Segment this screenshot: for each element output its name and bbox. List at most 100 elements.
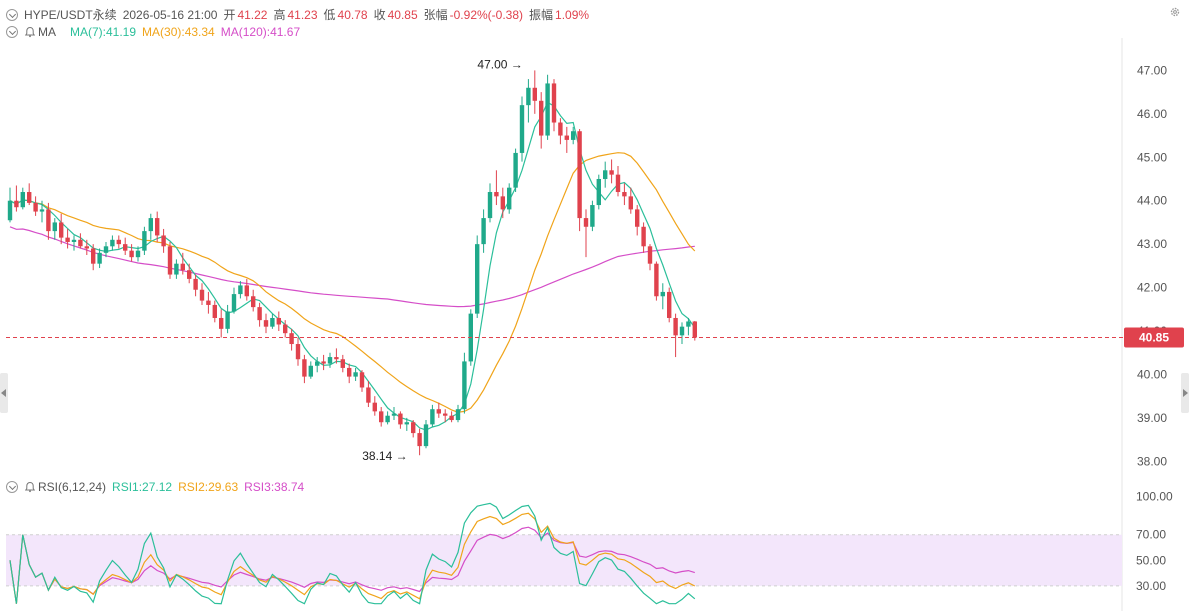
candle-body [334,357,339,360]
candle-body [654,263,659,297]
candle-body [20,192,25,208]
rsi3-line [9,526,695,604]
candle-body [187,270,192,279]
open-label: 开 [223,8,236,22]
price-tick-label: 44.00 [1137,194,1167,208]
candle-body [673,317,678,336]
price-tick-label: 39.00 [1137,411,1167,425]
ma120-label: MA(120):41.67 [220,25,301,39]
candle-body [622,192,627,197]
candle-body [462,361,467,410]
candle-body [103,246,109,253]
candle-body [225,311,230,329]
candle-body [199,289,205,301]
candle-body [596,178,601,206]
settings-gear-icon[interactable] [1169,6,1181,18]
candle-body [641,226,646,247]
candle-body [257,307,262,321]
candle-body [340,359,345,368]
candle-body [116,239,121,245]
candle-body [78,239,83,247]
candle-body [372,402,377,412]
candle-body [27,192,32,203]
low-price-annotation: 38.14 → [362,449,407,463]
candle-body [135,250,141,258]
candle-body [647,246,653,264]
candle-body [660,291,665,297]
symbol-label: HYPE/USDT永续 [24,8,117,22]
candle-body [430,409,435,425]
candle-body [52,222,57,232]
ma30-label: MA(30):43.34 [142,25,215,39]
candle-body [411,422,416,434]
amplitude-label: 振幅 [529,8,554,22]
candle-body [686,321,691,327]
rsi1-line [9,502,696,605]
price-tick-label: 40.00 [1137,367,1167,381]
candle-body [475,244,480,314]
candle-body [423,424,429,447]
high-value: 41.23 [287,7,318,22]
low-label: 低 [323,8,336,22]
candle-body [244,285,249,297]
candle-body [206,300,211,305]
candle-body [500,196,505,210]
candle-body [295,344,301,360]
right-collapse-handle[interactable] [1181,373,1189,413]
candle-body [321,361,326,364]
rsi-tick-label: 30.00 [1136,579,1166,593]
candle-body [91,248,96,264]
candle-body [385,415,390,423]
candle-body [539,100,544,136]
candle-body [353,372,358,377]
candle-body [33,202,38,212]
rsi-tick-label: 100.00 [1136,489,1173,503]
amplitude-value: 1.09% [555,7,590,22]
candle-body [590,205,595,227]
rsi3-label: RSI3:38.74 [244,480,305,494]
candle-body [142,231,147,251]
rsi-legend: RSI(6,12,24) RSI1:27.12 RSI2:29.63 RSI3:… [6,480,304,494]
open-value: 41.22 [237,7,268,22]
high-price-annotation: 47.00 → [477,57,522,71]
bell-icon[interactable] [24,26,36,38]
candle-body [558,122,563,136]
candle-body [417,433,422,447]
candle-body [519,105,525,153]
candle-body [65,237,70,242]
rsi-bell-icon[interactable] [24,481,36,493]
candle-body [302,359,307,377]
candle-body [148,218,153,232]
datetime-label: 2026-05-16 21:00 [122,7,218,22]
rsi-collapse-chevron-icon[interactable] [6,481,18,493]
candle-body [481,218,486,245]
rsi-tick-label: 70.00 [1136,528,1166,542]
candle-body [283,324,288,334]
candle-body [564,135,569,140]
candle-body [366,387,371,403]
current-price-tag [1124,327,1184,348]
collapse-chevron-icon[interactable] [6,8,18,21]
rsi-name: RSI(6,12,24) [38,480,107,494]
candle-body [193,278,198,290]
ma-legend: MA MA(7):41.19 MA(30):43.34 MA(120):41.6… [6,25,300,39]
candle-body [97,252,102,264]
candle-body [667,291,672,318]
ma7-label: MA(7):41.19 [70,25,137,39]
left-collapse-handle[interactable] [0,373,8,413]
candle-body [180,263,185,271]
ma-name: MA [38,25,56,39]
candle-body [398,413,403,425]
candle-body [212,304,217,318]
high-label: 高 [273,8,286,22]
ma7-line [9,101,696,431]
candle-body [571,131,576,140]
change-value: -0.92%(-0.38) [449,7,524,22]
candle-body [494,192,499,197]
ma-collapse-chevron-icon[interactable] [6,26,18,38]
price-tick-label: 46.00 [1137,107,1167,121]
candle-body [526,87,531,106]
candle-body [276,317,281,325]
candle-body [551,83,557,123]
candle-body [289,333,294,345]
